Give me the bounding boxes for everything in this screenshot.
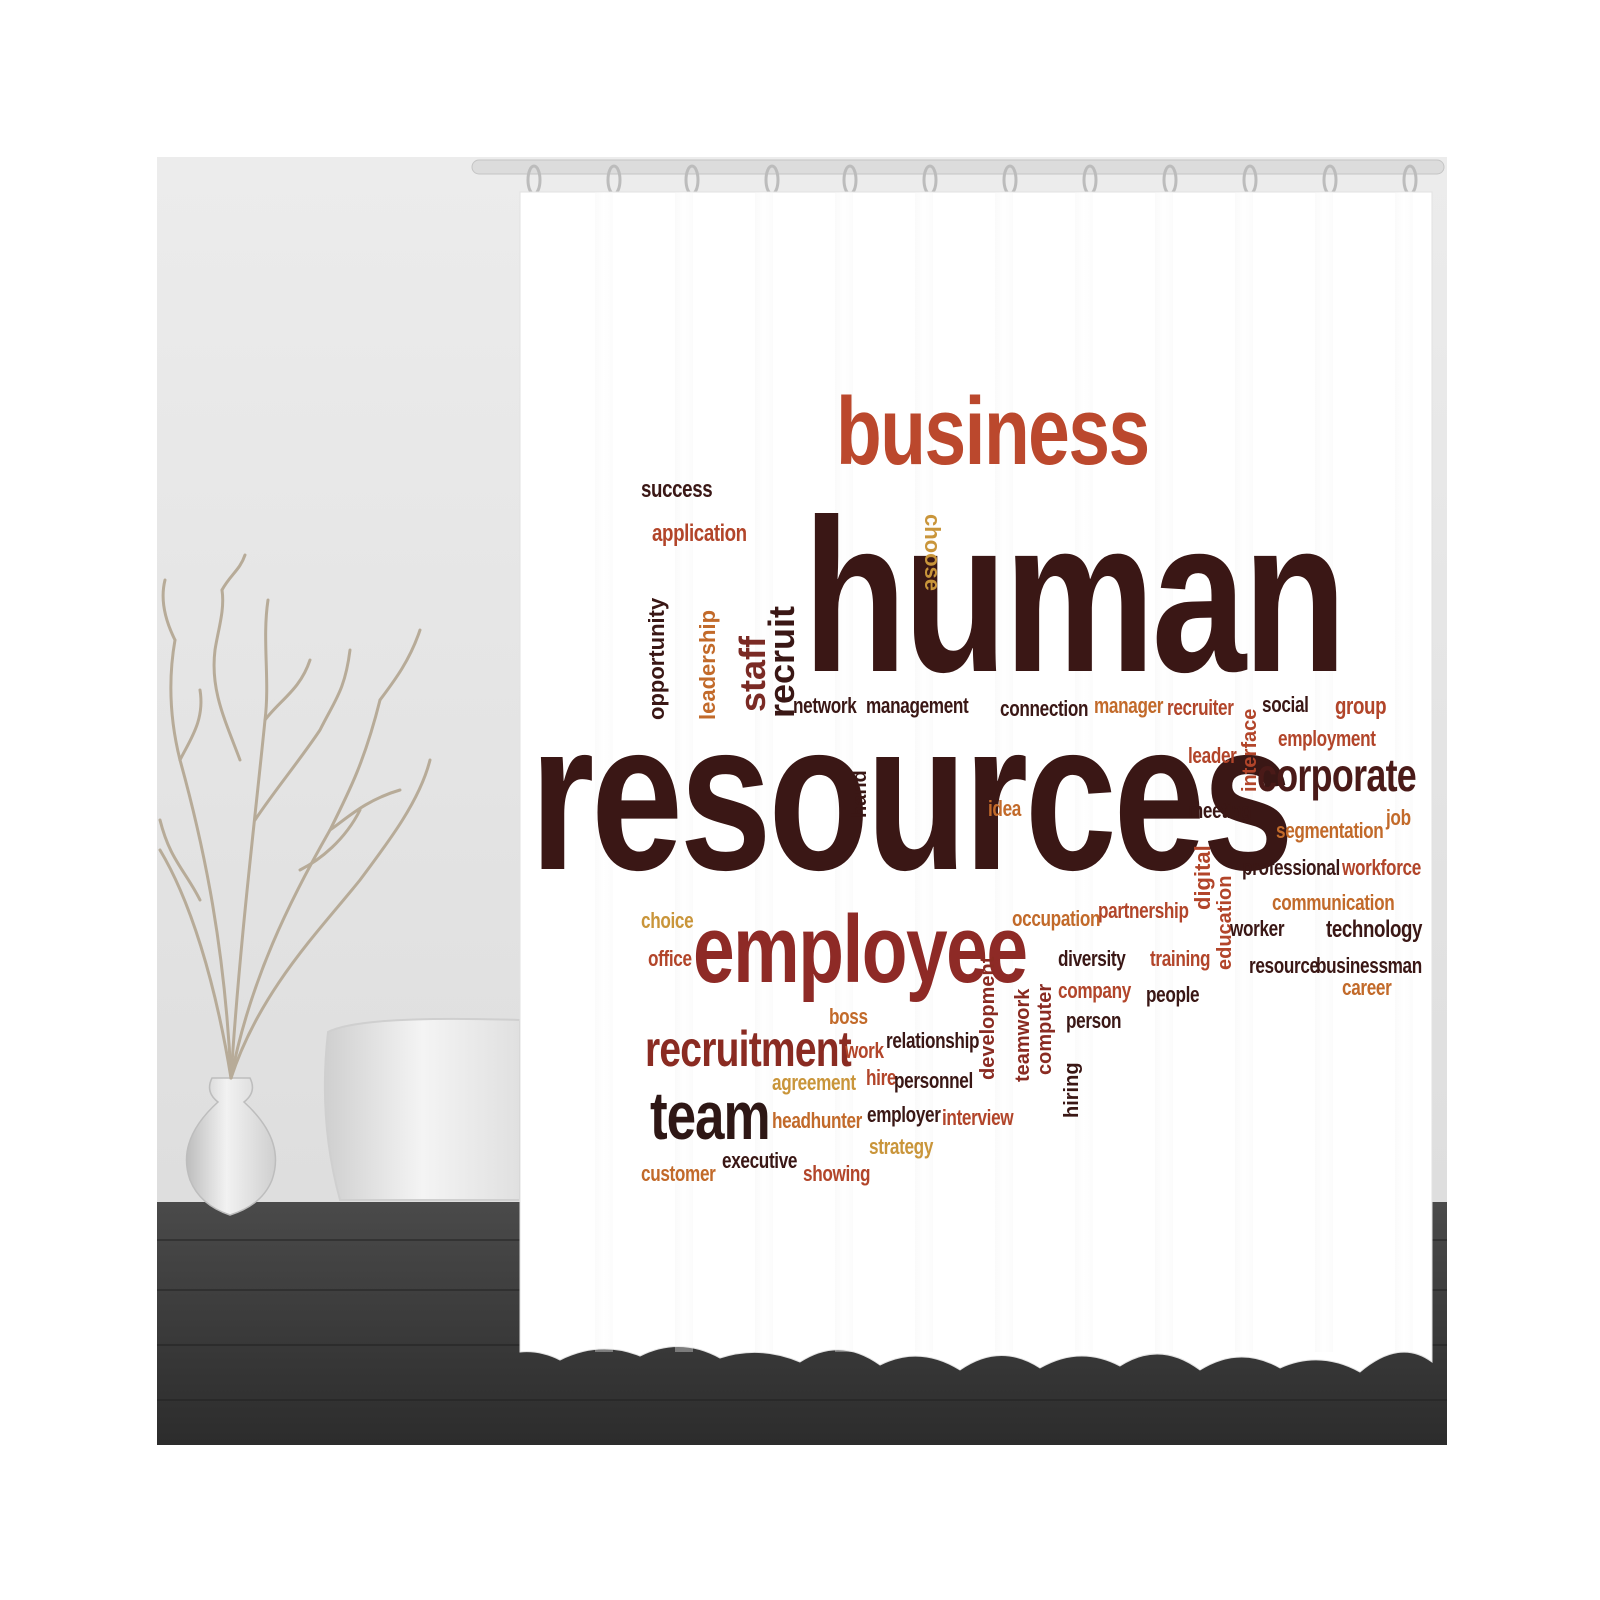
word-job: job: [1386, 805, 1411, 830]
word-hire: hire: [866, 1065, 897, 1090]
word-employment: employment: [1278, 726, 1376, 751]
word-development: development: [977, 956, 999, 1080]
word-recruiter: recruiter: [1167, 695, 1234, 720]
word-network: network: [793, 693, 857, 718]
word-opportunity: opportunity: [644, 597, 669, 720]
word-choice: choice: [641, 908, 694, 933]
word-work: work: [845, 1038, 884, 1063]
word-office: office: [648, 946, 692, 971]
word-customer: customer: [641, 1161, 716, 1186]
word-team: team: [650, 1078, 771, 1154]
word-showing: showing: [803, 1161, 871, 1186]
word-executive: executive: [722, 1148, 798, 1173]
word-interface: interface: [1239, 708, 1261, 792]
word-idea: idea: [988, 796, 1021, 821]
word-occupation: occupation: [1012, 906, 1101, 931]
word-boss: boss: [829, 1004, 868, 1029]
word-employee: employee: [693, 896, 1028, 1003]
word-resource: resource: [1249, 953, 1319, 978]
word-computer: computer: [1034, 983, 1056, 1075]
word-hiring: hiring: [1061, 1062, 1083, 1118]
word-professional: professional: [1242, 855, 1340, 880]
word-diversity: diversity: [1058, 946, 1126, 971]
word-worker: worker: [1230, 916, 1285, 941]
word-manager: manager: [1094, 693, 1164, 718]
word-digital: digital: [1190, 845, 1215, 910]
word-relationship: relationship: [886, 1028, 980, 1053]
vase: [185, 1077, 277, 1216]
word-leader: leader: [1188, 743, 1237, 768]
word-career: career: [1342, 975, 1392, 1000]
shower-curtain: [519, 191, 1433, 1373]
bathtub: [323, 1017, 521, 1201]
word-people: people: [1146, 982, 1200, 1007]
word-hand: hand: [849, 770, 871, 818]
word-application: application: [652, 520, 747, 547]
word-recruitment: recruitment: [645, 1021, 852, 1077]
word-personnel: personnel: [894, 1068, 973, 1093]
dried-branches: [158, 553, 432, 1080]
word-management: management: [866, 693, 969, 718]
curtain-folds: [595, 192, 1413, 1352]
word-communication: communication: [1272, 890, 1395, 915]
word-resources: resources: [530, 677, 1294, 914]
word-strategy: strategy: [869, 1134, 934, 1159]
word-company: company: [1058, 978, 1131, 1003]
word-segmentation: segmentation: [1276, 818, 1384, 843]
word-connection: connection: [1000, 696, 1089, 721]
word-social: social: [1262, 692, 1309, 717]
word-leadership: leadership: [695, 609, 720, 720]
word-teamwork: teamwork: [1012, 988, 1034, 1082]
word-choose: choose: [920, 514, 945, 592]
word-technology: technology: [1326, 916, 1423, 943]
word-businessman: businessman: [1316, 953, 1422, 978]
word-headhunter: headhunter: [772, 1108, 863, 1133]
word-success: success: [641, 476, 713, 503]
word-agreement: agreement: [772, 1070, 856, 1095]
word-employer: employer: [867, 1102, 941, 1127]
word-meeting: meeting: [1188, 798, 1252, 823]
word-business: business: [836, 378, 1150, 485]
word-human: human: [803, 475, 1347, 718]
word-training: training: [1150, 946, 1211, 971]
word-partnership: partnership: [1098, 898, 1189, 923]
word-workforce: workforce: [1342, 855, 1421, 880]
word-corporate: corporate: [1257, 749, 1417, 801]
word-group: group: [1335, 693, 1387, 720]
curtain-rod: [471, 159, 1445, 175]
word-interview: interview: [942, 1105, 1014, 1130]
word-person: person: [1066, 1008, 1122, 1033]
